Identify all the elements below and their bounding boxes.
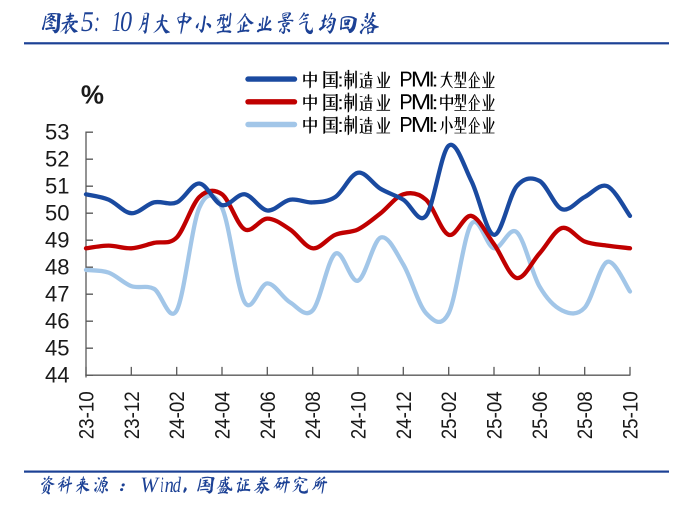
svg-text:44: 44: [45, 363, 69, 388]
svg-text:50: 50: [45, 201, 69, 226]
svg-text:53: 53: [45, 120, 69, 145]
svg-text:24-08: 24-08: [302, 391, 325, 439]
svg-text:46: 46: [45, 309, 69, 334]
svg-text:25-08: 25-08: [574, 391, 597, 439]
svg-text:47: 47: [45, 282, 69, 307]
svg-text:23-12: 23-12: [121, 391, 144, 439]
svg-text:24-02: 24-02: [166, 391, 189, 439]
svg-text:49: 49: [45, 228, 69, 253]
svg-text:25-06: 25-06: [529, 391, 552, 439]
svg-text:23-10: 23-10: [76, 391, 99, 439]
svg-text:51: 51: [45, 174, 69, 199]
svg-text:25-04: 25-04: [484, 391, 507, 439]
svg-text:24-10: 24-10: [348, 391, 371, 439]
svg-text:25-02: 25-02: [438, 391, 461, 439]
svg-text:45: 45: [45, 336, 69, 361]
svg-text:24-12: 24-12: [393, 391, 416, 439]
svg-text:24-06: 24-06: [257, 391, 280, 439]
svg-text:24-04: 24-04: [212, 391, 235, 439]
svg-text:25-10: 25-10: [620, 391, 643, 439]
svg-text:48: 48: [45, 255, 69, 280]
svg-text:52: 52: [45, 147, 69, 172]
svg-text:%: %: [81, 79, 104, 109]
